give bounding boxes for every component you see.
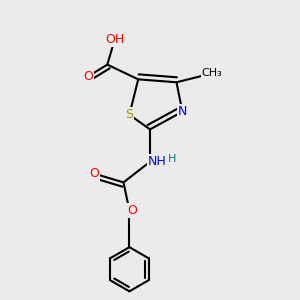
Text: S: S xyxy=(125,108,134,121)
Text: O: O xyxy=(89,167,99,180)
Text: NH: NH xyxy=(148,155,167,168)
Text: OH: OH xyxy=(105,33,124,46)
Text: CH₃: CH₃ xyxy=(202,68,222,78)
Text: O: O xyxy=(83,70,93,83)
Text: N: N xyxy=(178,105,187,118)
Text: O: O xyxy=(128,204,137,217)
Text: H: H xyxy=(168,154,176,164)
